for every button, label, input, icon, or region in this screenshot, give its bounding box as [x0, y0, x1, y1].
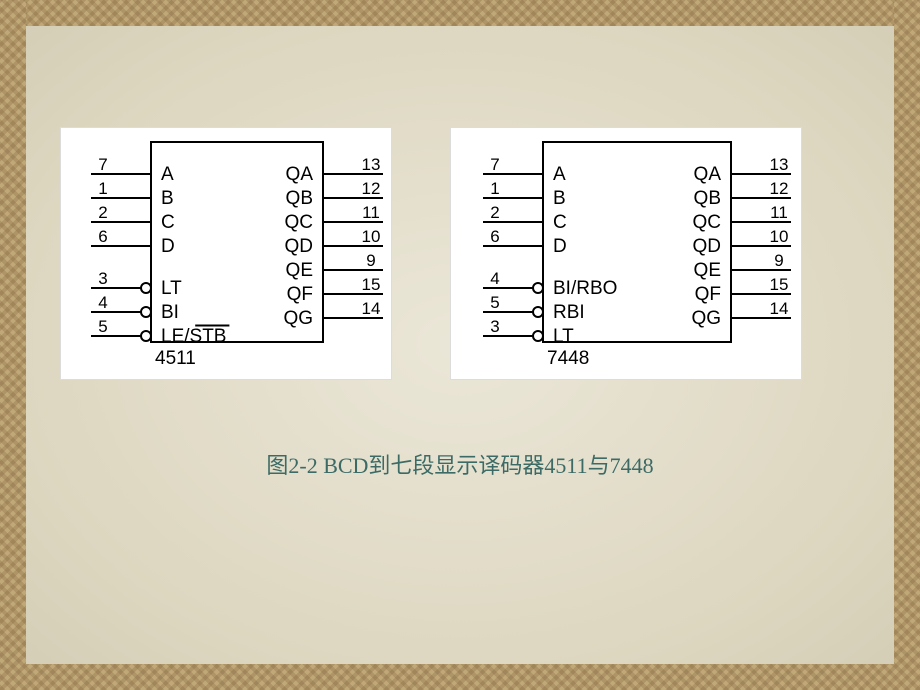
svg-text:5: 5: [490, 293, 499, 312]
svg-text:1: 1: [490, 179, 499, 198]
svg-text:2: 2: [98, 203, 107, 222]
svg-text:7448: 7448: [547, 348, 589, 369]
svg-text:BI: BI: [161, 302, 179, 323]
chip-7448-svg: 7 A 1 B 2 C 6 D 4 BI/RBO 5 RBI 3 LT 13 QA 12 QB 11 QC 10 QD 9 Q…: [451, 128, 801, 379]
svg-text:QE: QE: [286, 260, 313, 281]
svg-text:QC: QC: [285, 212, 314, 233]
svg-text:13: 13: [770, 155, 789, 174]
svg-text:4: 4: [490, 269, 499, 288]
svg-text:LT: LT: [161, 278, 182, 299]
svg-text:QF: QF: [695, 284, 721, 305]
svg-text:3: 3: [98, 269, 107, 288]
svg-text:BI/RBO: BI/RBO: [553, 278, 617, 299]
svg-text:10: 10: [770, 227, 789, 246]
svg-text:LT: LT: [553, 326, 574, 347]
svg-text:QA: QA: [694, 164, 722, 185]
svg-text:10: 10: [362, 227, 381, 246]
svg-text:12: 12: [362, 179, 381, 198]
svg-text:QB: QB: [286, 188, 313, 209]
svg-text:9: 9: [366, 251, 375, 270]
svg-text:QF: QF: [287, 284, 313, 305]
svg-text:QG: QG: [691, 308, 721, 329]
slide: 7A1B2C6D3LT4BI5LE/STB13QA12QB11QC10QD9QE…: [0, 0, 920, 690]
svg-text:QC: QC: [693, 212, 722, 233]
svg-text:QE: QE: [694, 260, 721, 281]
svg-text:11: 11: [770, 203, 788, 222]
svg-text:QD: QD: [693, 236, 722, 257]
chip-7448: 7 A 1 B 2 C 6 D 4 BI/RBO 5 RBI 3 LT 13 QA 12 QB 11 QC 10 QD 9 Q…: [450, 127, 802, 380]
svg-text:C: C: [161, 212, 175, 233]
chip-4511: 7 A 1 B 2 C 6 D 3 LT 4 BI 5 LE/STB 13 QA 12 QB 11 QC 10 QD 9 QE…: [60, 127, 392, 380]
svg-text:7: 7: [98, 155, 107, 174]
svg-text:1: 1: [98, 179, 107, 198]
border-left: [0, 0, 26, 690]
border-top: [0, 0, 920, 26]
svg-text:LE/STB: LE/STB: [161, 326, 226, 347]
svg-text:QD: QD: [285, 236, 314, 257]
svg-text:6: 6: [98, 227, 107, 246]
svg-text:QA: QA: [286, 164, 314, 185]
svg-text:4511: 4511: [155, 348, 196, 369]
svg-text:D: D: [553, 236, 567, 257]
svg-text:6: 6: [490, 227, 499, 246]
svg-text:4: 4: [98, 293, 107, 312]
svg-text:A: A: [553, 164, 566, 185]
svg-text:9: 9: [774, 251, 783, 270]
svg-text:B: B: [161, 188, 174, 209]
svg-text:3: 3: [490, 317, 499, 336]
svg-text:A: A: [161, 164, 174, 185]
svg-text:13: 13: [362, 155, 381, 174]
chip-4511-svg: 7 A 1 B 2 C 6 D 3 LT 4 BI 5 LE/STB 13 QA 12 QB 11 QC 10 QD 9 QE…: [61, 128, 391, 379]
svg-text:QG: QG: [283, 308, 313, 329]
figure-caption: 图2-2 BCD到七段显示译码器4511与7448: [0, 448, 920, 480]
svg-text:C: C: [553, 212, 567, 233]
svg-text:2: 2: [490, 203, 499, 222]
svg-text:12: 12: [770, 179, 789, 198]
border-bottom: [0, 664, 920, 690]
svg-text:5: 5: [98, 317, 107, 336]
border-right: [894, 0, 920, 690]
svg-text:7: 7: [490, 155, 499, 174]
svg-text:11: 11: [362, 203, 380, 222]
svg-text:QB: QB: [694, 188, 721, 209]
svg-text:D: D: [161, 236, 175, 257]
svg-text:14: 14: [770, 299, 789, 318]
svg-text:15: 15: [362, 275, 381, 294]
svg-text:B: B: [553, 188, 566, 209]
svg-text:14: 14: [362, 299, 381, 318]
svg-text:15: 15: [770, 275, 789, 294]
svg-text:RBI: RBI: [553, 302, 585, 323]
